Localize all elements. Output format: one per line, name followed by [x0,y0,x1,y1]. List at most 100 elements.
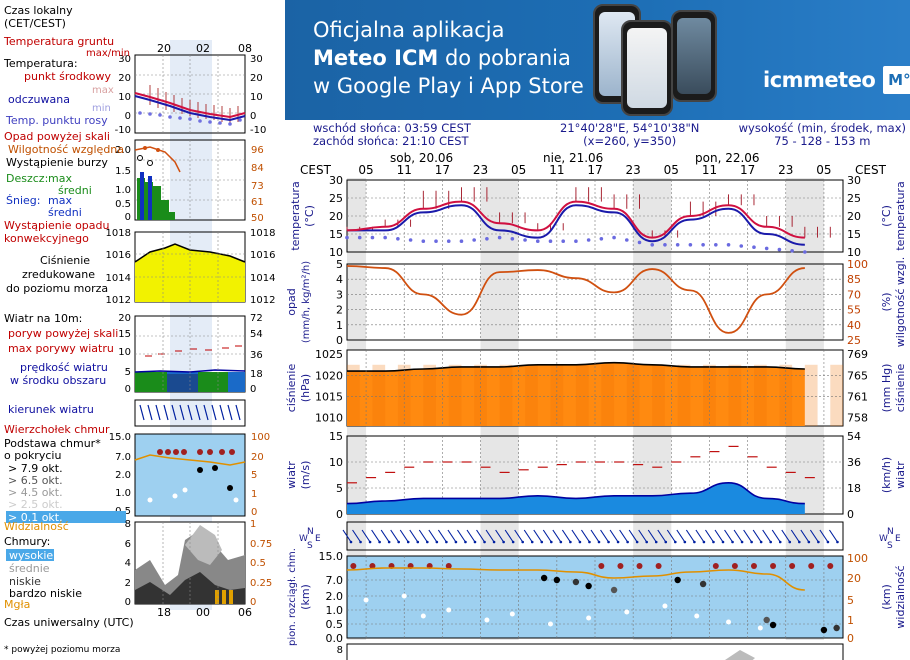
tick-label: 2 [336,304,343,317]
pressure-label2: zredukowane [22,268,95,281]
dew-point [357,235,362,240]
cloud-base-dot [624,609,630,615]
hour-tick: 23 [473,163,488,177]
wind-arrow [457,529,466,543]
humidity-grid [347,264,843,340]
cloud-base-dot [757,625,763,631]
wind-yaxis-right: 0 18 36 54 [847,430,861,521]
cest-label-left: CEST [300,163,332,177]
wind-axis-unit: (m/s) [299,461,312,490]
tick-label: 30 [847,174,861,187]
wind-arrow [695,529,705,543]
wind-arrow-head [654,540,658,544]
soil-temp-label: Temperatura gruntu [3,35,114,48]
dew-point [650,243,655,247]
svg-text:1018: 1018 [106,228,131,239]
wind-arrow [428,529,438,543]
ad-text[interactable]: Oficjalna aplikacja Meteo ICM do pobrani… [313,16,584,100]
humidity-yaxis-right: 25 40 55 70 85 100 [847,258,868,347]
wind-arrow-head [368,540,372,544]
wind-arrow [762,529,772,543]
legend-panel: Czas lokalny (CET/CEST) 20 02 08 3020100… [3,4,275,655]
hour-tick: 17 [587,163,602,177]
svg-text:10: 10 [118,92,131,103]
svg-text:-10: -10 [250,125,266,136]
humid-axis-label: wilgotność wzgl. [894,257,907,347]
temperature-label: Temperatura: [3,57,78,70]
local-tick: 02 [196,42,210,55]
svg-text:1016: 1016 [250,250,275,261]
okt-label: > 4.5 okt. [8,486,63,499]
compass-s: S [887,541,893,551]
dew-point [561,239,566,243]
dew-point [612,235,616,240]
icmmeteo-logo[interactable]: icmmeteo M° [763,66,910,94]
dew-point [663,243,667,247]
wind-arrow [600,529,609,543]
dew-point [459,239,464,243]
wind-arrow-head [416,540,420,544]
svg-text:1012: 1012 [106,295,131,306]
utc-tick: 06 [238,606,252,619]
svg-text:96: 96 [251,145,264,156]
legend-cover-chart: 8 6 4 2 0 1 0.75 0.5 0.25 0 [125,519,273,608]
wind-arrow-head [635,540,639,544]
tick-label: 1010 [315,412,343,425]
wind-arrow [390,529,400,543]
height-label: wysokość (min, środek, max) [738,121,906,135]
tick-label: 0 [847,508,854,521]
cloud-mid-label: średnie [9,562,50,575]
wind-arrow-head [378,540,381,544]
wind-arrow-head [769,540,772,544]
cloud-base-dot [572,578,580,586]
dew-point [548,239,553,243]
wind-arrow [485,529,495,543]
okt-label: > 7.9 okt. [8,462,63,475]
wind-arrow [504,529,514,543]
wind-arrow-head [712,540,715,544]
temp-range-bars [345,187,831,254]
wind-arrow-head [454,540,458,544]
svg-text:0.75: 0.75 [250,539,272,550]
hour-tick: 05 [358,163,373,177]
vis-yaxis-right: 0 1 5 20 100 [847,552,868,645]
svg-text:0: 0 [250,384,256,395]
wind-arrow [676,529,686,543]
temp-axis-label-r: temperatura [894,181,907,250]
wind-arrow [685,529,695,543]
press-axis-unit: (hPa) [299,374,312,402]
pressure-stripe [423,364,437,426]
press-axis-label-r: ciśnienie [894,364,907,413]
day-label: nie, 21.06 [543,151,603,165]
dew-point [523,238,527,242]
cloud-base-dot [420,613,426,619]
cloud-base-dots [350,563,840,634]
cloud-top-dot [369,563,376,569]
cloud-cover-panel: 8 [337,643,844,660]
compass-left: N W S E [299,527,321,551]
cloud-top-dot [617,563,624,569]
wind-arrow-head [788,540,792,544]
svg-text:1.0: 1.0 [115,185,131,196]
utc-label: Czas uniwersalny (UTC) [4,616,134,629]
cloud-base-label2: o pokryciu [4,449,61,462]
wind-direction-arrows [342,529,839,544]
cloud-base-dot [769,621,777,629]
svg-text:15.0: 15.0 [109,432,131,443]
wind-arrow [399,529,409,543]
compass-n: N [887,527,894,537]
app-ad-banner[interactable]: Oficjalna aplikacja Meteo ICM do pobrani… [285,0,910,120]
precip-occurrence-label: Wystąpienie opadu [4,219,109,232]
tick-label: 758 [847,412,868,425]
wind-arrow [447,529,457,543]
hour-tick: 05 [511,163,526,177]
wind-arrow-head [759,540,763,544]
dew-point [764,246,769,251]
wind-arrow [418,529,428,543]
tick-label: 10 [329,456,343,469]
cloud-base-dot [553,576,561,584]
local-tick: 20 [157,42,171,55]
svg-text:20: 20 [250,73,263,84]
dew-point [701,243,705,247]
